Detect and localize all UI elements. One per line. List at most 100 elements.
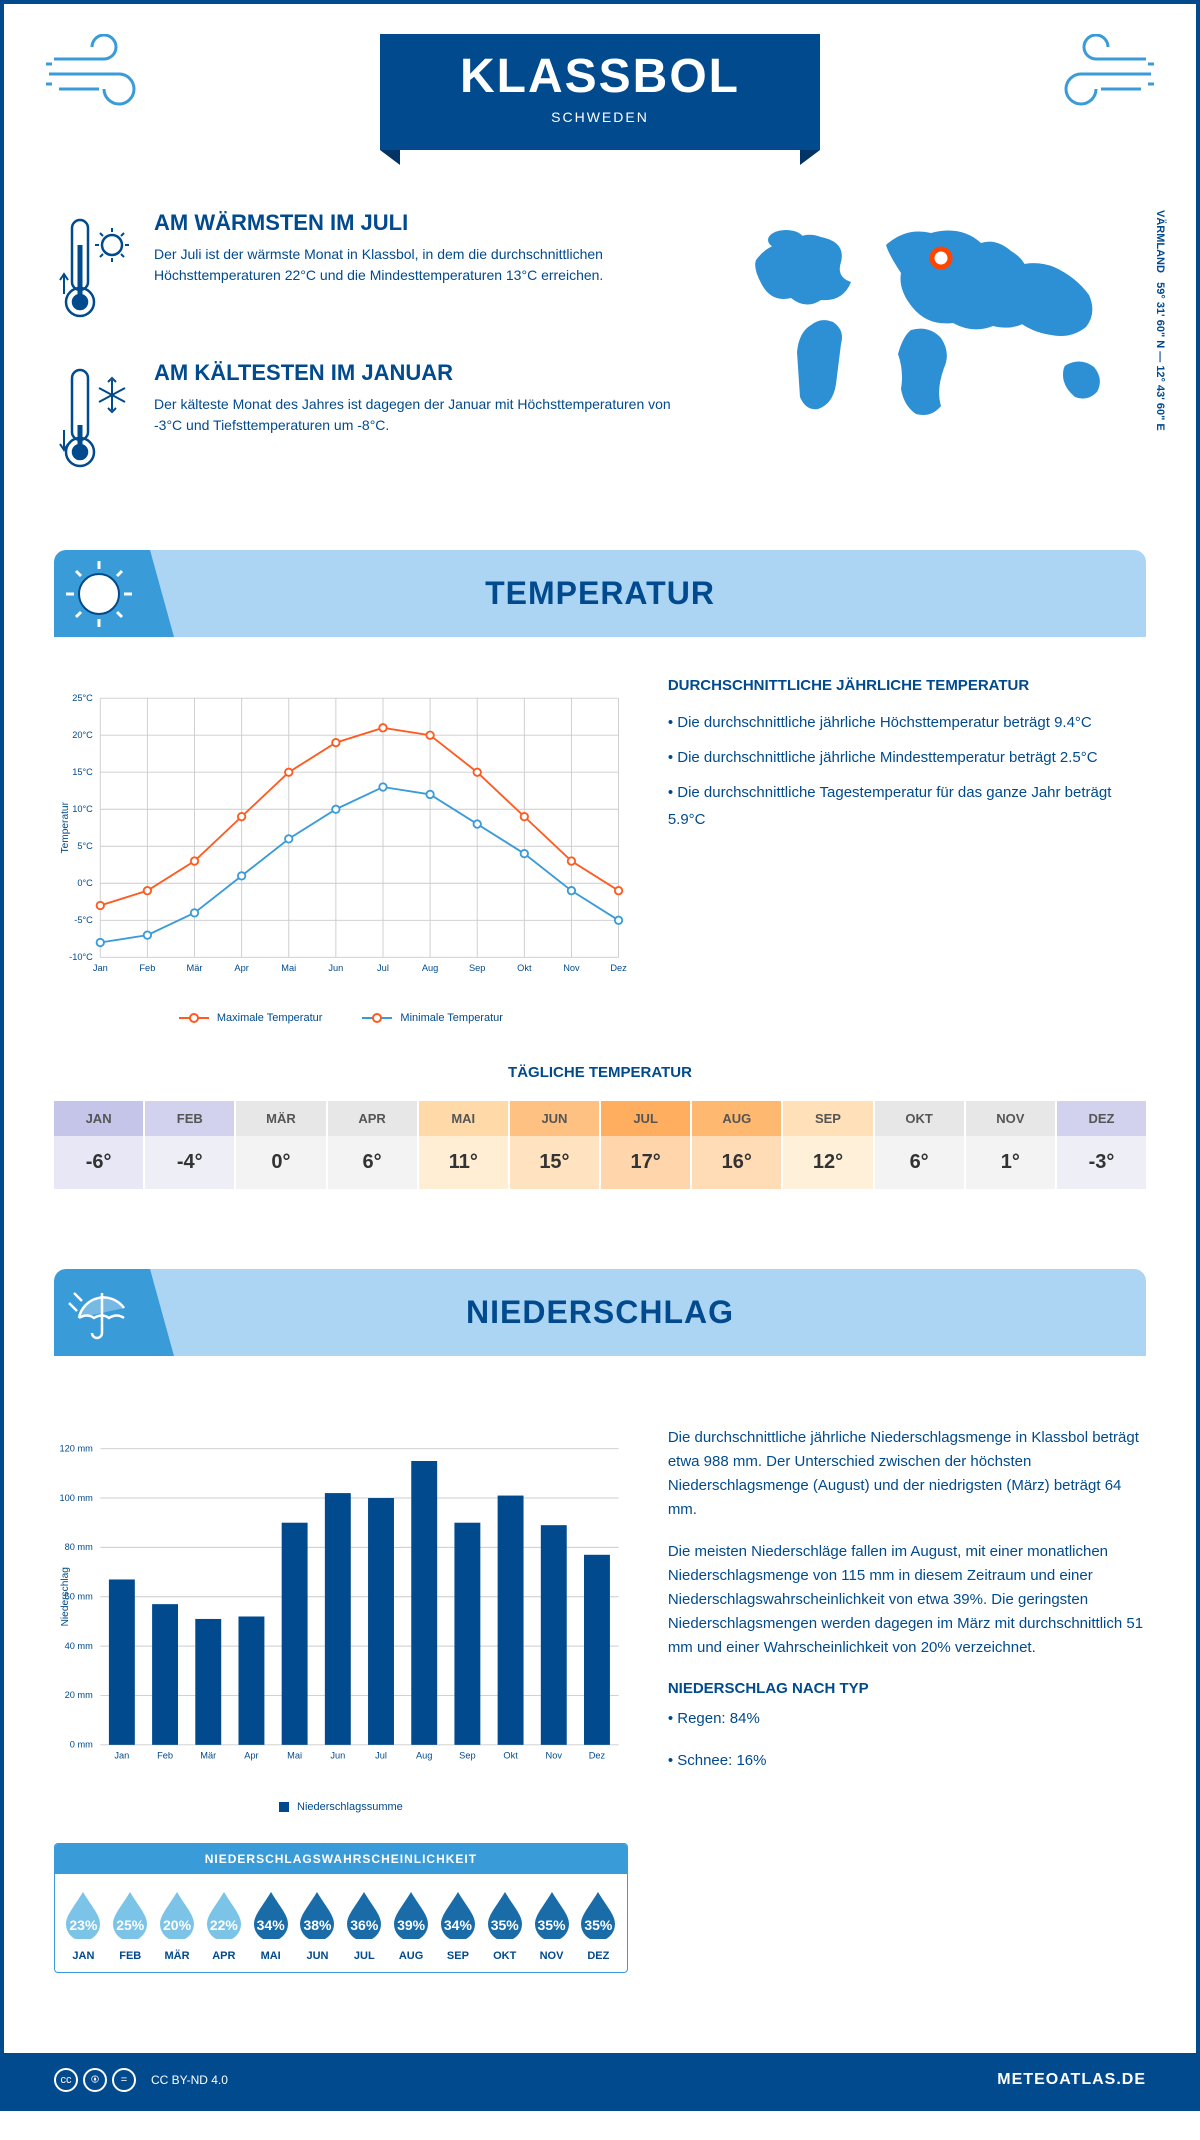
svg-text:Apr: Apr: [234, 963, 248, 973]
prob-cell: 34%SEP: [435, 1889, 482, 1962]
prob-cell: 38%JUN: [294, 1889, 341, 1962]
coldest-title: AM KÄLTESTEN IM JANUAR: [154, 360, 686, 386]
daily-temp-title: TÄGLICHE TEMPERATUR: [54, 1064, 1146, 1081]
svg-text:Aug: Aug: [416, 1751, 432, 1761]
temperature-legend: .legend-line:nth-child(1)::before{border…: [54, 1012, 628, 1024]
svg-text:25°C: 25°C: [72, 693, 93, 703]
svg-text:40 mm: 40 mm: [65, 1641, 94, 1651]
warmest-title: AM WÄRMSTEN IM JULI: [154, 210, 686, 236]
umbrella-icon: [64, 1278, 134, 1348]
temp-bullet: • Die durchschnittliche Tagestemperatur …: [668, 779, 1146, 833]
precipitation-title: NIEDERSCHLAG: [54, 1294, 1146, 1331]
svg-text:Mär: Mär: [200, 1751, 216, 1761]
svg-text:Temperatur: Temperatur: [60, 801, 71, 853]
location-title: KLASSBOL: [460, 49, 740, 104]
temperature-title: TEMPERATUR: [54, 575, 1146, 612]
temp-cell: MÄR0°: [236, 1101, 327, 1189]
svg-text:Okt: Okt: [517, 963, 532, 973]
svg-text:Jan: Jan: [93, 963, 108, 973]
license-info: cc 🅯 = CC BY-ND 4.0: [54, 2068, 228, 2092]
svg-text:Nov: Nov: [546, 1751, 563, 1761]
prob-cell: 20%MÄR: [154, 1889, 201, 1962]
intro-section: AM WÄRMSTEN IM JULI Der Juli ist der wär…: [4, 210, 1196, 550]
svg-text:Jan: Jan: [114, 1751, 129, 1761]
temp-cell: NOV1°: [966, 1101, 1057, 1189]
svg-text:0 mm: 0 mm: [70, 1740, 93, 1750]
thermometer-hot-icon: [54, 210, 134, 330]
probability-title: NIEDERSCHLAGSWAHRSCHEINLICHKEIT: [55, 1844, 627, 1874]
temp-cell: DEZ-3°: [1057, 1101, 1146, 1189]
prob-cell: 36%JUL: [341, 1889, 388, 1962]
nd-icon: =: [112, 2068, 136, 2092]
temp-cell: AUG16°: [692, 1101, 783, 1189]
world-map: [726, 210, 1146, 430]
svg-text:Sep: Sep: [469, 963, 485, 973]
footer: cc 🅯 = CC BY-ND 4.0 METEOATLAS.DE: [4, 2053, 1196, 2107]
svg-text:20°C: 20°C: [72, 730, 93, 740]
svg-text:Aug: Aug: [422, 963, 438, 973]
temperature-chart: -10°C-5°C0°C5°C10°C15°C20°C25°CJanFebMär…: [54, 677, 628, 1024]
coordinates: VÄRMLAND 59° 31' 60" N — 12° 43' 60" E: [1154, 210, 1166, 431]
precipitation-legend: Niederschlagssumme: [54, 1801, 628, 1813]
warmest-block: AM WÄRMSTEN IM JULI Der Juli ist der wär…: [54, 210, 686, 330]
prob-cell: 39%AUG: [388, 1889, 435, 1962]
temp-cell: JUN15°: [510, 1101, 601, 1189]
title-banner: KLASSBOL SCHWEDEN: [380, 34, 820, 150]
cc-icon: cc: [54, 2068, 78, 2092]
svg-text:Dez: Dez: [610, 963, 627, 973]
temp-info-title: DURCHSCHNITTLICHE JÄHRLICHE TEMPERATUR: [668, 677, 1146, 694]
svg-text:Dez: Dez: [589, 1751, 606, 1761]
svg-text:Mai: Mai: [287, 1751, 302, 1761]
prob-cell: 25%FEB: [107, 1889, 154, 1962]
svg-text:Jun: Jun: [330, 1751, 345, 1761]
prob-cell: 23%JAN: [60, 1889, 107, 1962]
wind-icon-right: [1036, 34, 1156, 114]
by-icon: 🅯: [83, 2068, 107, 2092]
precipitation-chart: 0 mm20 mm40 mm60 mm80 mm100 mm120 mmJanF…: [54, 1426, 628, 1813]
svg-text:Apr: Apr: [244, 1751, 258, 1761]
header: KLASSBOL SCHWEDEN: [4, 4, 1196, 210]
prob-cell: 35%DEZ: [575, 1889, 622, 1962]
precip-type-item: • Regen: 84%: [668, 1707, 1146, 1731]
temp-cell: SEP12°: [783, 1101, 874, 1189]
precipitation-info: Die durchschnittliche jährliche Niedersc…: [668, 1426, 1146, 1973]
license-text: CC BY-ND 4.0: [151, 2073, 228, 2087]
coldest-text: Der kälteste Monat des Jahres ist dagege…: [154, 394, 686, 436]
precipitation-probability: NIEDERSCHLAGSWAHRSCHEINLICHKEIT 23%JAN25…: [54, 1843, 628, 1973]
svg-text:Jul: Jul: [375, 1751, 387, 1761]
svg-text:-5°C: -5°C: [74, 915, 93, 925]
prob-cell: 22%APR: [200, 1889, 247, 1962]
prob-cell: 35%NOV: [528, 1889, 575, 1962]
svg-text:Nov: Nov: [563, 963, 580, 973]
precipitation-header: NIEDERSCHLAG: [54, 1269, 1146, 1356]
svg-text:Okt: Okt: [503, 1751, 518, 1761]
svg-text:120 mm: 120 mm: [59, 1443, 93, 1453]
svg-text:Feb: Feb: [157, 1751, 173, 1761]
svg-text:Mär: Mär: [187, 963, 203, 973]
map-container: VÄRMLAND 59° 31' 60" N — 12° 43' 60" E: [726, 210, 1146, 510]
temp-cell: APR6°: [328, 1101, 419, 1189]
svg-text:0°C: 0°C: [77, 878, 93, 888]
daily-temperature: TÄGLICHE TEMPERATUR JAN-6°FEB-4°MÄR0°APR…: [54, 1064, 1146, 1189]
coldest-block: AM KÄLTESTEN IM JANUAR Der kälteste Mona…: [54, 360, 686, 480]
svg-text:Niederschlag: Niederschlag: [60, 1567, 71, 1626]
svg-text:Feb: Feb: [139, 963, 155, 973]
temperature-info: DURCHSCHNITTLICHE JÄHRLICHE TEMPERATUR •…: [668, 677, 1146, 1024]
country-subtitle: SCHWEDEN: [460, 109, 740, 125]
sun-icon: [64, 559, 134, 629]
precip-type-item: • Schnee: 16%: [668, 1749, 1146, 1773]
temp-cell: MAI11°: [419, 1101, 510, 1189]
svg-text:80 mm: 80 mm: [65, 1542, 94, 1552]
temp-bullet: • Die durchschnittliche jährliche Mindes…: [668, 744, 1146, 771]
svg-text:Mai: Mai: [281, 963, 296, 973]
temp-cell: JUL17°: [601, 1101, 692, 1189]
svg-text:20 mm: 20 mm: [65, 1690, 94, 1700]
precip-type-title: NIEDERSCHLAG NACH TYP: [668, 1680, 1146, 1697]
temp-cell: JAN-6°: [54, 1101, 145, 1189]
svg-text:100 mm: 100 mm: [59, 1493, 93, 1503]
temp-cell: FEB-4°: [145, 1101, 236, 1189]
temp-cell: OKT6°: [875, 1101, 966, 1189]
svg-text:Sep: Sep: [459, 1751, 475, 1761]
svg-text:15°C: 15°C: [72, 767, 93, 777]
temperature-header: TEMPERATUR: [54, 550, 1146, 637]
